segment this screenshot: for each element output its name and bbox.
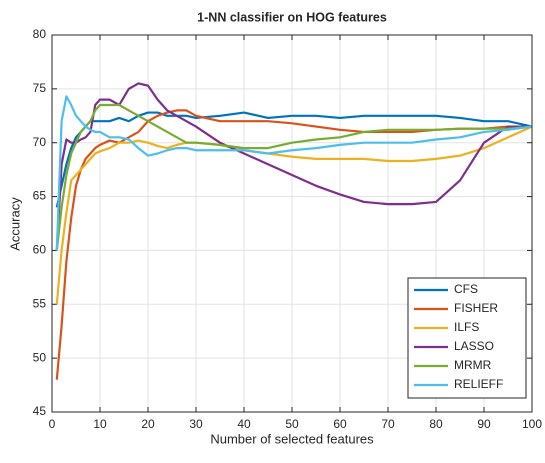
y-tick-label: 65 bbox=[33, 189, 47, 203]
x-tick-label: 80 bbox=[429, 417, 443, 431]
legend-label: ILFS bbox=[454, 320, 479, 334]
x-tick-label: 70 bbox=[381, 417, 395, 431]
y-tick-label: 55 bbox=[33, 296, 47, 310]
line-series bbox=[55, 103, 533, 251]
legend-label: FISHER bbox=[454, 301, 498, 315]
y-axis-label: Accuracy bbox=[7, 197, 22, 251]
y-tick-label: 80 bbox=[33, 27, 47, 41]
line-series bbox=[55, 95, 533, 251]
x-tick-label: 0 bbox=[49, 417, 56, 431]
y-tick-label: 60 bbox=[33, 243, 47, 257]
legend-label: RELIEFF bbox=[454, 377, 503, 391]
y-tick-label: 75 bbox=[33, 81, 47, 95]
line-series bbox=[55, 82, 532, 251]
x-tick-label: 40 bbox=[237, 417, 251, 431]
line-series bbox=[55, 125, 533, 305]
legend-box bbox=[407, 277, 527, 399]
x-tick-label: 50 bbox=[285, 417, 299, 431]
x-tick-label: 90 bbox=[477, 417, 491, 431]
y-tick-label: 70 bbox=[33, 135, 47, 149]
x-tick-label: 10 bbox=[93, 417, 107, 431]
y-tick-label: 50 bbox=[33, 350, 47, 364]
legend-label: LASSO bbox=[454, 339, 494, 353]
x-tick-label: 100 bbox=[522, 417, 542, 431]
chart-title: 1-NN classifier on HOG features bbox=[197, 10, 387, 24]
y-tick-label: 45 bbox=[33, 404, 47, 418]
x-tick-label: 60 bbox=[333, 417, 347, 431]
x-tick-label: 30 bbox=[189, 417, 203, 431]
legend-label: MRMR bbox=[454, 358, 492, 372]
x-tick-label: 20 bbox=[141, 417, 155, 431]
axes-box bbox=[51, 34, 533, 413]
x-axis-label: Number of selected features bbox=[210, 431, 374, 446]
line-series bbox=[55, 109, 532, 380]
legend-label: CFS bbox=[454, 282, 478, 296]
